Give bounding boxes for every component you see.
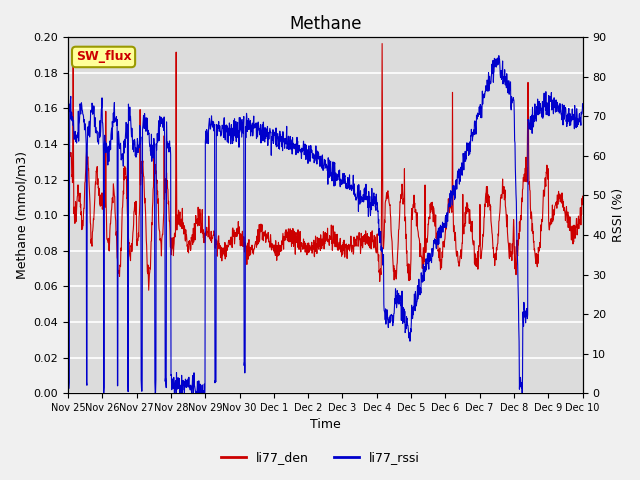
Y-axis label: Methane (mmol/m3): Methane (mmol/m3) bbox=[15, 151, 28, 279]
Legend: li77_den, li77_rssi: li77_den, li77_rssi bbox=[216, 446, 424, 469]
X-axis label: Time: Time bbox=[310, 419, 340, 432]
Y-axis label: RSSI (%): RSSI (%) bbox=[612, 188, 625, 242]
Title: Methane: Methane bbox=[289, 15, 362, 33]
Text: SW_flux: SW_flux bbox=[76, 50, 131, 63]
